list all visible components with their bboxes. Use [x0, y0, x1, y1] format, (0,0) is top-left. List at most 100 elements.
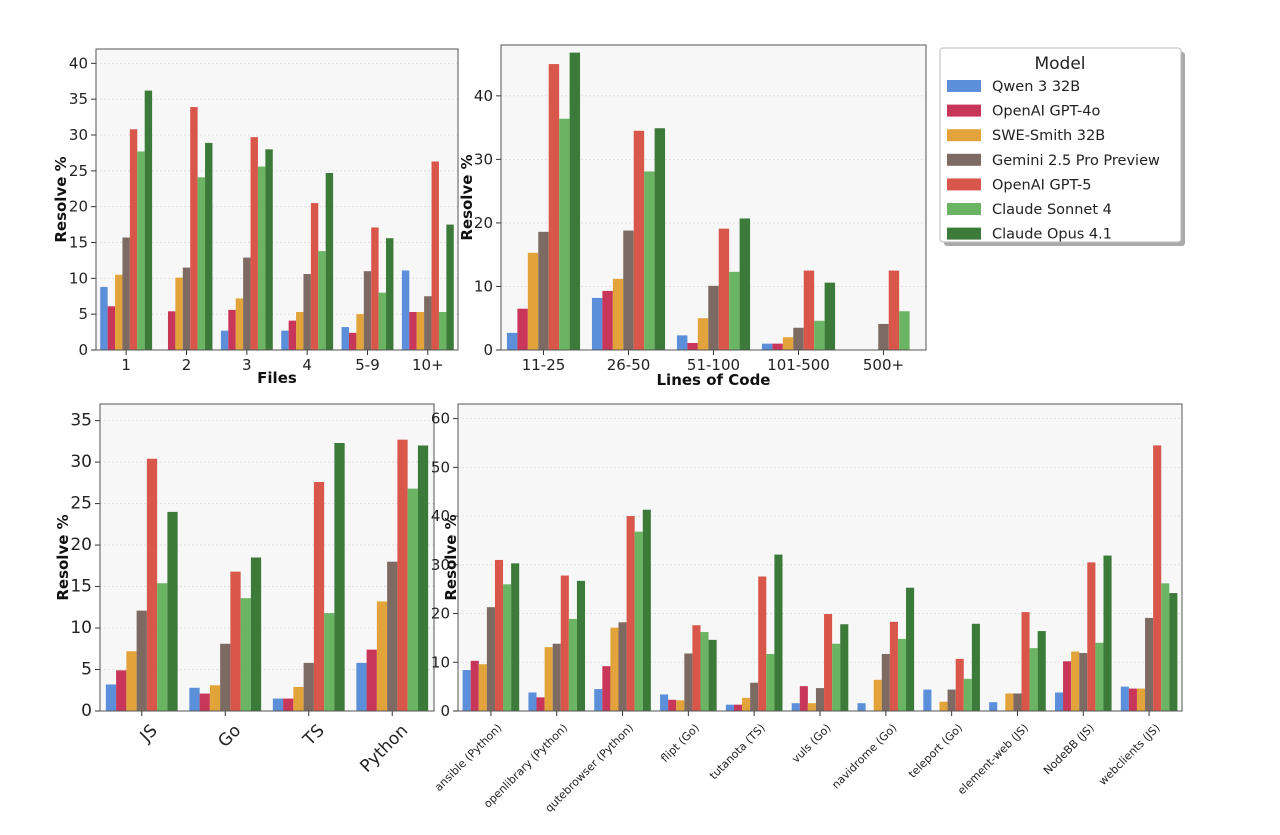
bar: [634, 531, 643, 711]
plot-frame: [500, 44, 927, 351]
bar: [175, 277, 183, 350]
bar: [708, 639, 717, 711]
bar: [684, 653, 693, 711]
bar: [799, 686, 808, 711]
bar: [560, 575, 569, 711]
bar: [356, 662, 367, 711]
bar: [1071, 651, 1080, 711]
bar: [281, 330, 289, 350]
bar: [470, 660, 479, 711]
bar: [386, 238, 394, 350]
bar: [209, 685, 221, 711]
bar: [774, 554, 783, 711]
bar: [387, 561, 398, 711]
x-tick-label: Python: [356, 721, 412, 777]
x-tick-label: tutanota (TS): [707, 721, 768, 782]
bar: [881, 653, 890, 711]
bar: [1079, 653, 1088, 711]
bar: [889, 621, 898, 711]
y-tick-label: 0: [78, 341, 88, 359]
bar: [1037, 631, 1046, 711]
bar: [220, 330, 229, 350]
bar: [356, 314, 364, 350]
bar: [310, 203, 319, 350]
legend-entry: Qwen 3 32B: [992, 79, 1080, 95]
bar: [1005, 693, 1014, 711]
bar: [303, 662, 314, 711]
bar: [189, 687, 200, 711]
bar: [824, 282, 836, 350]
bar: [708, 285, 719, 350]
bar: [129, 129, 138, 350]
bar: [424, 296, 432, 350]
bar: [341, 327, 349, 350]
y-tick-label: 0: [483, 341, 493, 359]
bar: [791, 703, 800, 711]
bar: [750, 682, 759, 711]
y-axis-label: Resolve %: [458, 154, 476, 240]
y-tick-label: 0: [440, 702, 450, 720]
bar: [742, 697, 751, 711]
plot-frame: [99, 403, 435, 712]
bar: [378, 292, 387, 350]
bar: [644, 171, 655, 350]
x-tick-label: 500+: [863, 356, 904, 374]
bar: [697, 318, 709, 350]
legend-swatch: [947, 178, 981, 191]
y-tick-label: 35: [69, 90, 88, 108]
bar: [989, 702, 998, 711]
bar: [552, 643, 561, 711]
bar: [107, 306, 116, 350]
y-tick-label: 60: [431, 410, 450, 428]
bar: [182, 267, 191, 350]
legend-title: Model: [1034, 54, 1085, 74]
x-tick-label: 3: [242, 356, 252, 374]
bar: [446, 224, 454, 350]
x-tick-label: ansible (Python): [432, 721, 504, 793]
bar: [397, 439, 408, 711]
bar: [288, 320, 297, 350]
bar: [963, 678, 972, 711]
bar: [205, 142, 213, 350]
bar: [899, 311, 910, 350]
y-axis-label: Resolve %: [442, 514, 460, 600]
legend-entry: Gemini 2.5 Pro Preview: [992, 153, 1160, 169]
bar: [1153, 445, 1162, 711]
bar: [602, 666, 611, 711]
bar: [642, 509, 651, 711]
bar: [318, 251, 326, 350]
bar: [250, 137, 258, 350]
bar: [761, 343, 773, 350]
bar: [167, 311, 176, 350]
bar: [1021, 612, 1030, 711]
y-axis-label: Resolve %: [52, 156, 70, 242]
bar: [1128, 688, 1137, 711]
chart-1: 0 5 10 15 20 25 30 35 40 1 2 3 4 5-9 10+ Files Resolve %: [52, 48, 459, 387]
bar: [122, 237, 130, 350]
bar: [569, 52, 581, 350]
bar: [878, 323, 889, 350]
legend-box: [939, 47, 1182, 243]
bar: [676, 335, 688, 350]
bar: [538, 231, 549, 350]
bar: [146, 458, 158, 711]
bar: [888, 270, 900, 350]
x-tick-label: teleport (Go): [906, 721, 965, 780]
bar: [618, 622, 627, 711]
bar: [115, 274, 123, 350]
bar: [528, 692, 537, 711]
bar: [167, 511, 178, 711]
bar: [296, 312, 304, 350]
bar: [1145, 617, 1154, 711]
y-tick-label: 20: [69, 198, 88, 216]
bar: [633, 130, 645, 350]
bar: [610, 627, 619, 711]
x-tick-label: 4: [302, 356, 312, 374]
y-tick-label: 20: [70, 535, 92, 555]
bar: [923, 689, 932, 711]
bar: [376, 601, 388, 711]
x-tick-label: TS: [299, 721, 329, 751]
bar: [602, 290, 613, 350]
legend-entry: OpenAI GPT-4o: [992, 104, 1100, 120]
bar: [438, 312, 447, 350]
